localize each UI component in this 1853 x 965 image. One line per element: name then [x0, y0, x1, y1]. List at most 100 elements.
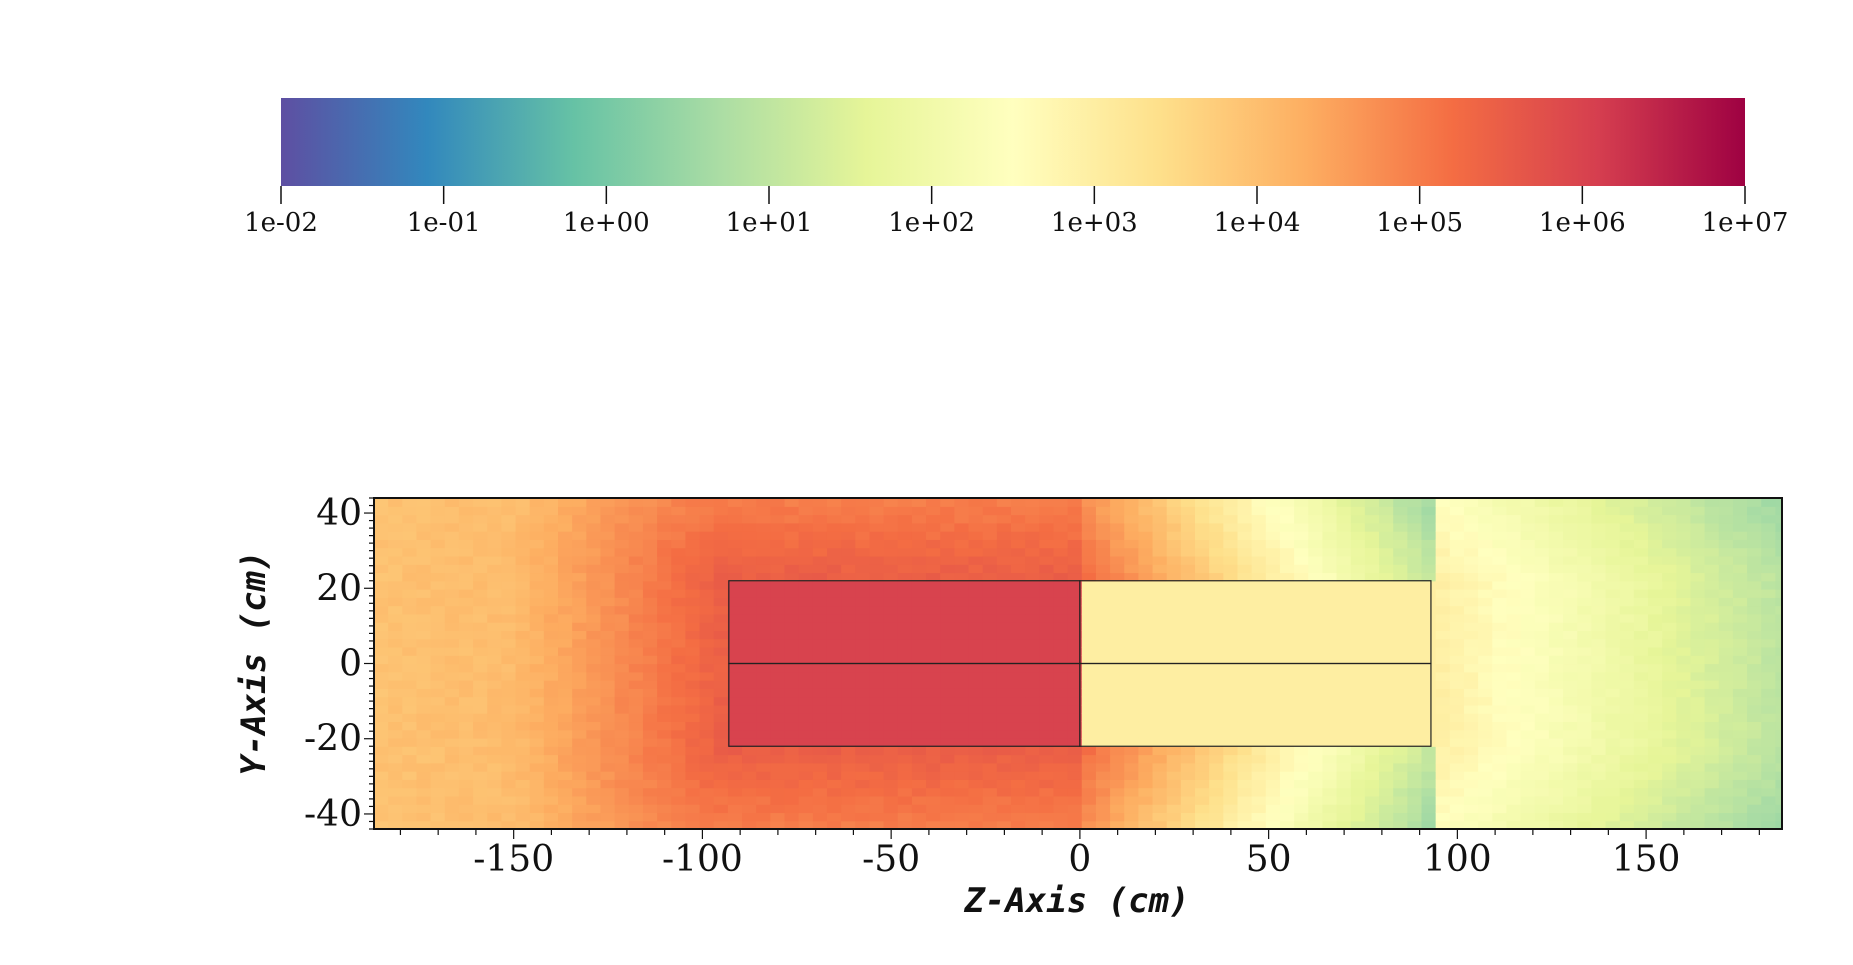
heatmap-cell — [1676, 737, 1692, 747]
heatmap-cell — [430, 729, 446, 739]
heatmap-cell — [1124, 688, 1139, 698]
heatmap-cell — [1407, 795, 1423, 805]
heatmap-cell — [558, 506, 573, 516]
heatmap-cell — [1152, 539, 1168, 549]
heatmap-cell — [1407, 522, 1423, 532]
heatmap-cell — [614, 630, 630, 640]
heatmap-cell — [1265, 622, 1281, 631]
heatmap-cell — [1534, 671, 1550, 681]
heatmap-cell — [416, 638, 432, 648]
heatmap-cell — [1025, 804, 1040, 814]
heatmap-cell — [628, 555, 644, 565]
heatmap-cell — [416, 539, 432, 549]
heatmap-cell — [1393, 539, 1408, 549]
heatmap-cell — [897, 638, 913, 648]
heatmap-cell — [487, 688, 502, 698]
heatmap-cell — [1704, 655, 1720, 665]
heatmap-cell — [1534, 737, 1550, 747]
heatmap-cell — [996, 638, 1012, 648]
heatmap-cell — [1548, 522, 1564, 532]
heatmap-cell — [515, 812, 531, 822]
heatmap-cell — [826, 696, 842, 706]
heatmap-cell — [444, 721, 460, 731]
heatmap-cell — [911, 729, 927, 739]
heatmap-cell — [1067, 498, 1083, 507]
heatmap-cell — [1237, 754, 1253, 764]
heatmap-cell — [1676, 646, 1692, 656]
heatmap-cell — [402, 663, 418, 673]
heatmap-cell — [444, 804, 460, 814]
heatmap-cell — [600, 564, 616, 574]
x-axis-title: Z-Axis (cm) — [963, 881, 1189, 921]
heatmap-cell — [1336, 630, 1352, 640]
heatmap-cell — [897, 531, 913, 540]
heatmap-cell — [784, 547, 800, 557]
heatmap-cell — [1124, 804, 1139, 814]
heatmap-cell — [1492, 555, 1508, 565]
heatmap-cell — [869, 787, 885, 797]
heatmap-cell — [841, 580, 856, 590]
heatmap-cell — [1605, 646, 1621, 656]
heatmap-cell — [1690, 721, 1706, 731]
heatmap-cell — [657, 812, 672, 822]
heatmap-cell — [1265, 804, 1281, 814]
heatmap-cell — [430, 820, 446, 829]
heatmap-cell — [855, 820, 871, 829]
heatmap-cell — [487, 737, 502, 747]
heatmap-cell — [1407, 638, 1423, 648]
heatmap-cell — [1124, 597, 1139, 607]
heatmap-cell — [770, 572, 786, 582]
heatmap-cell — [685, 522, 701, 532]
heatmap-cell — [1407, 746, 1423, 756]
heatmap-cell — [558, 555, 573, 565]
heatmap-cell — [543, 779, 559, 789]
heatmap-cell — [770, 754, 786, 764]
heatmap-cell — [1011, 589, 1026, 598]
heatmap-cell — [671, 531, 687, 540]
heatmap-cell — [1478, 622, 1493, 631]
heatmap-cell — [1180, 787, 1196, 797]
heatmap-cell — [940, 696, 955, 706]
heatmap-cell — [1067, 680, 1083, 689]
heatmap-cell — [1095, 655, 1111, 665]
heatmap-cell — [1548, 704, 1564, 714]
heatmap-cell — [1435, 713, 1451, 723]
heatmap-cell — [1053, 622, 1069, 631]
heatmap-cell — [1463, 597, 1479, 607]
heatmap-cell — [1152, 506, 1168, 516]
heatmap-cell — [1520, 555, 1536, 565]
heatmap-cell — [1138, 804, 1154, 814]
heatmap-cell — [954, 671, 970, 681]
heatmap-cell — [1053, 589, 1069, 598]
heatmap-cell — [1577, 713, 1592, 723]
heatmap-cell — [1039, 580, 1055, 590]
heatmap-cell — [487, 498, 502, 507]
heatmap-cell — [996, 704, 1012, 714]
heatmap-cell — [1081, 522, 1097, 532]
heatmap-cell — [1039, 787, 1055, 797]
x-tick-label: 50 — [1246, 839, 1292, 880]
heatmap-cell — [1180, 746, 1196, 756]
heatmap-cell — [1039, 671, 1055, 681]
heatmap-cell — [614, 704, 630, 714]
heatmap-cell — [784, 721, 800, 731]
heatmap-cell — [543, 663, 559, 673]
heatmap-cell — [614, 498, 630, 507]
heatmap-cell — [657, 622, 672, 631]
heatmap-cell — [841, 630, 856, 640]
heatmap-cell — [1095, 622, 1111, 631]
heatmap-cell — [869, 613, 885, 623]
colorbar-tick-label: 1e+07 — [1702, 208, 1789, 238]
heatmap-cell — [614, 564, 630, 574]
heatmap-cell — [1633, 522, 1649, 532]
heatmap-cell — [1025, 506, 1040, 516]
heatmap-cell — [529, 522, 545, 532]
heatmap-cell — [1520, 531, 1536, 540]
heatmap-cell — [1704, 622, 1720, 631]
heatmap-cell — [586, 680, 602, 689]
heatmap-cell — [543, 704, 559, 714]
heatmap-cell — [1237, 762, 1253, 772]
heatmap-cell — [515, 597, 531, 607]
heatmap-cell — [1124, 547, 1139, 557]
heatmap-cell — [1039, 514, 1055, 524]
